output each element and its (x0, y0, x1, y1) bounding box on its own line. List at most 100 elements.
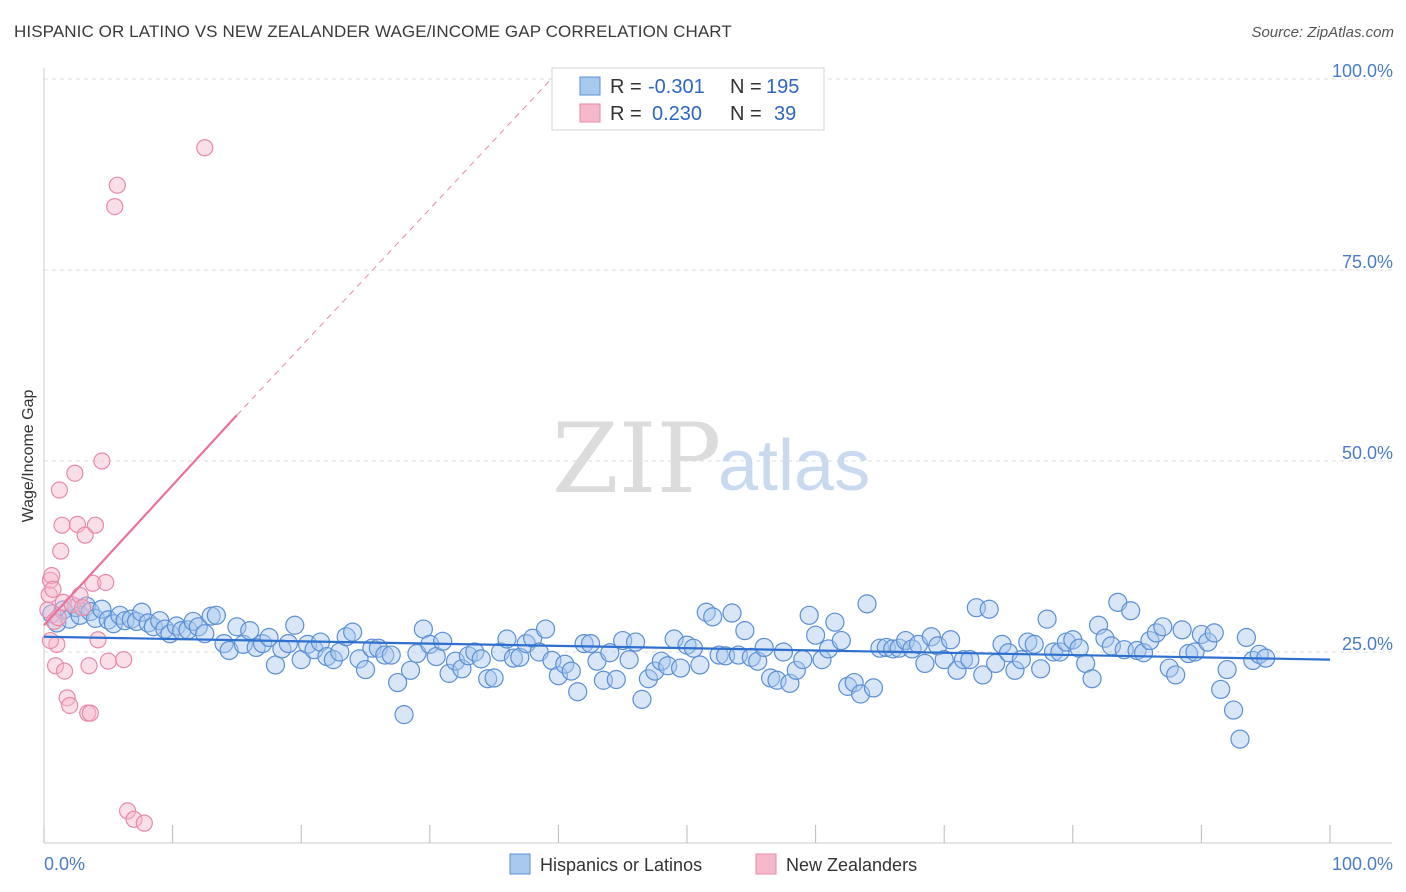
point-new-zealanders-30 (106, 197, 124, 216)
point-hispanics-121 (799, 605, 819, 625)
point-hispanics-178 (1166, 665, 1186, 685)
point-hispanics-159 (1043, 642, 1064, 662)
point-hispanics-37 (259, 627, 279, 648)
point-new-zealanders-23 (81, 704, 99, 722)
point-new-zealanders-19 (73, 599, 92, 617)
point-hispanics-158 (1037, 609, 1057, 629)
point-hispanics-117 (773, 642, 794, 662)
point-new-zealanders-32 (115, 651, 133, 669)
point-hispanics-125 (825, 612, 845, 632)
point-hispanics-119 (786, 660, 806, 680)
point-hispanics-52 (355, 659, 376, 680)
x-tick-label-0: 0.0% (44, 854, 85, 874)
point-new-zealanders-24 (84, 574, 102, 592)
point-hispanics-126 (831, 630, 851, 651)
point-hispanics-167 (1095, 628, 1115, 648)
point-hispanics-74 (497, 629, 517, 649)
point-new-zealanders-6 (46, 657, 65, 675)
point-hispanics-41 (285, 615, 305, 635)
point-new-zealanders-27 (93, 452, 111, 470)
watermark-zip: ZIP (552, 403, 721, 515)
point-hispanics-17 (138, 613, 158, 633)
point-hispanics-57 (388, 672, 408, 693)
point-hispanics-72 (484, 668, 504, 688)
point-new-zealanders-31 (108, 176, 126, 194)
point-hispanics-50 (343, 622, 363, 642)
point-hispanics-153 (1005, 660, 1025, 680)
point-new-zealanders-10 (53, 516, 71, 534)
point-hispanics-139 (915, 653, 935, 674)
point-hispanics-87 (580, 633, 601, 654)
point-hispanics-104 (690, 655, 710, 675)
tick-labels: 25.0% 50.0% 75.0% 100.0% 0.0% 100.0% (44, 61, 1393, 874)
point-new-zealanders-16 (66, 464, 84, 482)
point-hispanics-189 (1236, 627, 1257, 648)
point-hispanics-144 (947, 660, 967, 680)
point-hispanics-165 (1082, 669, 1102, 689)
point-hispanics-188 (1230, 729, 1250, 749)
point-hispanics-64 (433, 631, 453, 651)
point-hispanics-130 (857, 594, 877, 614)
point-hispanics-157 (1031, 659, 1051, 679)
trend-line-hispanics (43, 635, 1331, 661)
point-hispanics-86 (574, 633, 594, 654)
trend-line-new-zealanders-extension (236, 71, 559, 416)
point-hispanics-179 (1172, 620, 1192, 640)
point-hispanics-122 (805, 625, 826, 645)
legend-r-value-2: 0.230 (652, 103, 702, 125)
x-tick-label-1: 100.0% (1332, 854, 1393, 874)
point-new-zealanders-37 (41, 631, 60, 650)
legend-r-label-2: R = (610, 103, 642, 125)
point-hispanics-97 (645, 661, 665, 681)
point-hispanics-174 (1140, 630, 1160, 651)
point-new-zealanders-35 (135, 814, 153, 832)
point-hispanics-9 (92, 599, 112, 619)
point-hispanics-128 (844, 672, 864, 693)
point-hispanics-65 (439, 663, 459, 683)
trend-lines (43, 71, 1331, 661)
point-new-zealanders-9 (52, 542, 70, 560)
y-tick-label-3: 100.0% (1332, 61, 1393, 81)
point-hispanics-31 (219, 640, 239, 661)
legend-swatch-pink (579, 103, 601, 123)
point-new-zealanders-36 (196, 139, 214, 157)
point-hispanics-91 (606, 669, 626, 690)
chart-title: HISPANIC OR LATINO VS NEW ZEALANDER WAGE… (14, 22, 732, 41)
legend-n-value-1: 195 (766, 76, 799, 98)
correlation-legend: R = -0.301 N = 195 R = 0.230 N = 39 (551, 67, 825, 131)
point-hispanics-176 (1153, 617, 1173, 637)
point-hispanics-80 (535, 619, 556, 639)
point-hispanics-59 (400, 660, 421, 680)
point-new-zealanders-8 (50, 481, 69, 499)
bottom-legend-swatch-blue (509, 853, 531, 875)
point-hispanics-142 (934, 650, 954, 670)
bottom-legend-swatch-pink (755, 853, 777, 875)
point-new-zealanders-22 (80, 657, 98, 675)
y-tick-label-2: 75.0% (1342, 252, 1393, 272)
point-hispanics-171 (1121, 601, 1141, 621)
point-hispanics-85 (568, 682, 588, 702)
point-hispanics-186 (1217, 659, 1237, 680)
point-hispanics-16 (132, 602, 152, 622)
y-tick-label-1: 50.0% (1342, 443, 1393, 463)
watermark-atlas: atlas (718, 426, 870, 506)
point-hispanics-90 (600, 643, 620, 663)
point-hispanics-185 (1211, 679, 1231, 700)
point-hispanics-187 (1223, 700, 1244, 720)
bottom-legend-label-hispanics: Hispanics or Latinos (540, 855, 702, 875)
legend-r-value-1: -0.301 (648, 76, 705, 98)
point-new-zealanders-29 (99, 652, 117, 670)
point-new-zealanders-3 (43, 566, 61, 585)
point-hispanics-156 (1024, 634, 1044, 654)
point-hispanics-101 (670, 658, 691, 678)
point-hispanics-40 (278, 633, 298, 654)
point-hispanics-27 (195, 624, 215, 644)
point-hispanics-66 (445, 651, 466, 671)
point-new-zealanders-26 (89, 631, 107, 649)
point-hispanics-25 (183, 611, 203, 632)
trend-line-new-zealanders (43, 414, 238, 627)
point-hispanics-109 (722, 603, 742, 623)
legend-swatch-blue (579, 76, 601, 96)
point-hispanics-145 (953, 650, 974, 670)
